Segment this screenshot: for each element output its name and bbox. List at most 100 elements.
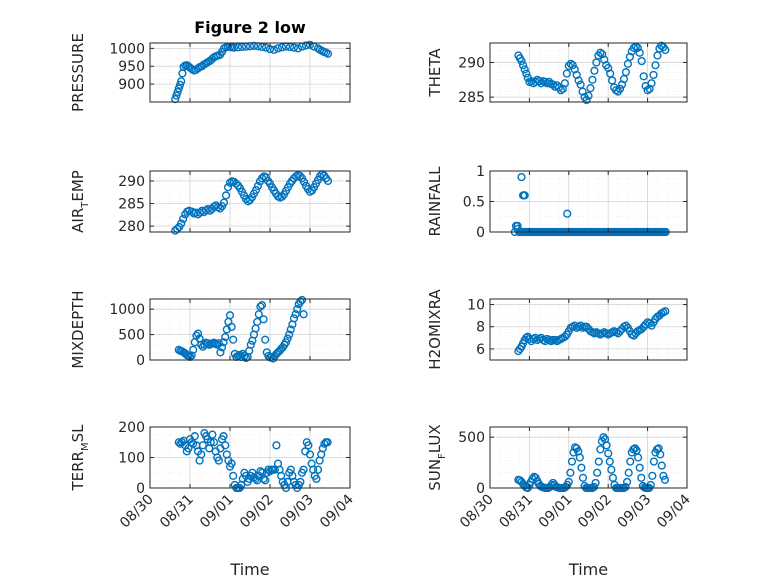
x-tick-label: 09/01 [197,492,237,532]
data-point [312,474,321,483]
x-tick-label: 09/04 [317,491,357,531]
data-point [563,209,572,218]
data-point [564,61,573,71]
data-point [645,319,654,328]
y-axis-label-tail: SL [69,424,87,443]
data-point [299,310,308,319]
data-point [586,84,595,93]
data-point [637,56,646,66]
data-point [172,91,181,100]
data-point [184,444,193,453]
panel-h2omixra: 6 8 10 H2OMIXRA [426,289,688,370]
y-tick-label: 290 [118,174,145,190]
panel-theta: 285 290 THETA [426,41,688,106]
data-point [277,192,287,201]
data-point [591,478,600,488]
data-point [221,333,230,342]
y-axis-label-main: TERR [69,451,87,492]
y-tick-label: 500 [118,328,145,344]
data-point [296,477,305,487]
y-tick-label: 0 [136,353,145,369]
y-tick-label: 280 [118,219,145,235]
data-point [221,441,230,450]
y-tick-label: 0 [476,481,485,497]
x-axis-label: Time [229,560,269,579]
data-point [289,43,299,52]
data-point [520,65,529,74]
data-point [589,482,599,492]
data-point [518,61,528,70]
data-point [214,456,223,465]
x-tick-label: 09/03 [277,492,317,532]
data-point [269,45,279,54]
data-point [550,82,560,91]
axes-box [489,426,688,489]
data-point [233,43,243,52]
data-point [599,433,608,442]
data-point [604,449,613,458]
data-point [297,295,307,305]
data-point [257,42,267,52]
y-axis-label-main: PRESSURE [69,33,87,112]
data-point [556,86,566,95]
x-tick-label: 09/03 [615,492,655,532]
y-tick-label: 1000 [109,302,145,318]
series-rainfall [510,173,670,237]
data-point [189,345,198,354]
data-point [248,468,257,477]
data-point [566,59,575,68]
y-axis-label-main: SUN [426,459,444,491]
panel-rainfall: 0 0.5 1 RAINFALL [426,164,688,241]
data-point [208,430,217,439]
y-axis-label: RAINFALL [426,166,444,237]
data-point [259,315,268,324]
data-point [513,221,522,231]
data-point [305,187,315,196]
y-tick-label: 0 [136,481,145,497]
data-point [576,321,585,330]
data-point [649,457,659,466]
data-point [649,70,658,80]
data-point [562,69,571,78]
data-point [656,450,665,459]
y-tick-label: 285 [118,197,145,213]
y-axis-label-main: MIXDEPTH [69,290,87,368]
data-point [661,45,670,55]
data-point [261,43,271,52]
data-point [286,325,295,334]
data-point [237,42,247,52]
series-mixdepth [174,295,308,363]
data-point [216,348,225,357]
data-point [552,81,562,90]
data-point [634,453,643,462]
data-point [570,321,579,330]
data-point [659,471,668,480]
data-point [623,477,632,487]
figure-title: Figure 2 low [194,18,306,37]
x-axis-label: Time [568,560,608,579]
x-tick-label: 08/31 [157,492,197,532]
data-point [246,340,255,349]
data-point [283,334,292,343]
data-point [660,475,670,484]
y-axis-label: AIRTEMP [69,170,91,233]
data-point [270,465,279,474]
y-axis-label: MIXDEPTH [69,290,87,368]
data-point [648,471,657,480]
data-point [537,79,546,88]
data-point [621,482,630,492]
data-point [231,179,241,188]
data-point [301,41,311,50]
data-point [193,64,203,73]
panel-pressure: 900 950 1000 PRESSURE Figure 2 low [69,18,351,112]
data-point [590,66,599,75]
data-point [588,75,597,84]
data-point [198,441,207,450]
data-point [318,444,327,453]
y-tick-label: 1 [476,164,485,180]
y-tick-label: 950 [118,59,145,75]
data-point [219,338,228,347]
y-axis-label-tail: EMP [69,170,87,201]
panel-mixdepth: 0 500 1000 MIXDEPTH [69,290,351,369]
y-tick-label: 8 [476,320,485,336]
